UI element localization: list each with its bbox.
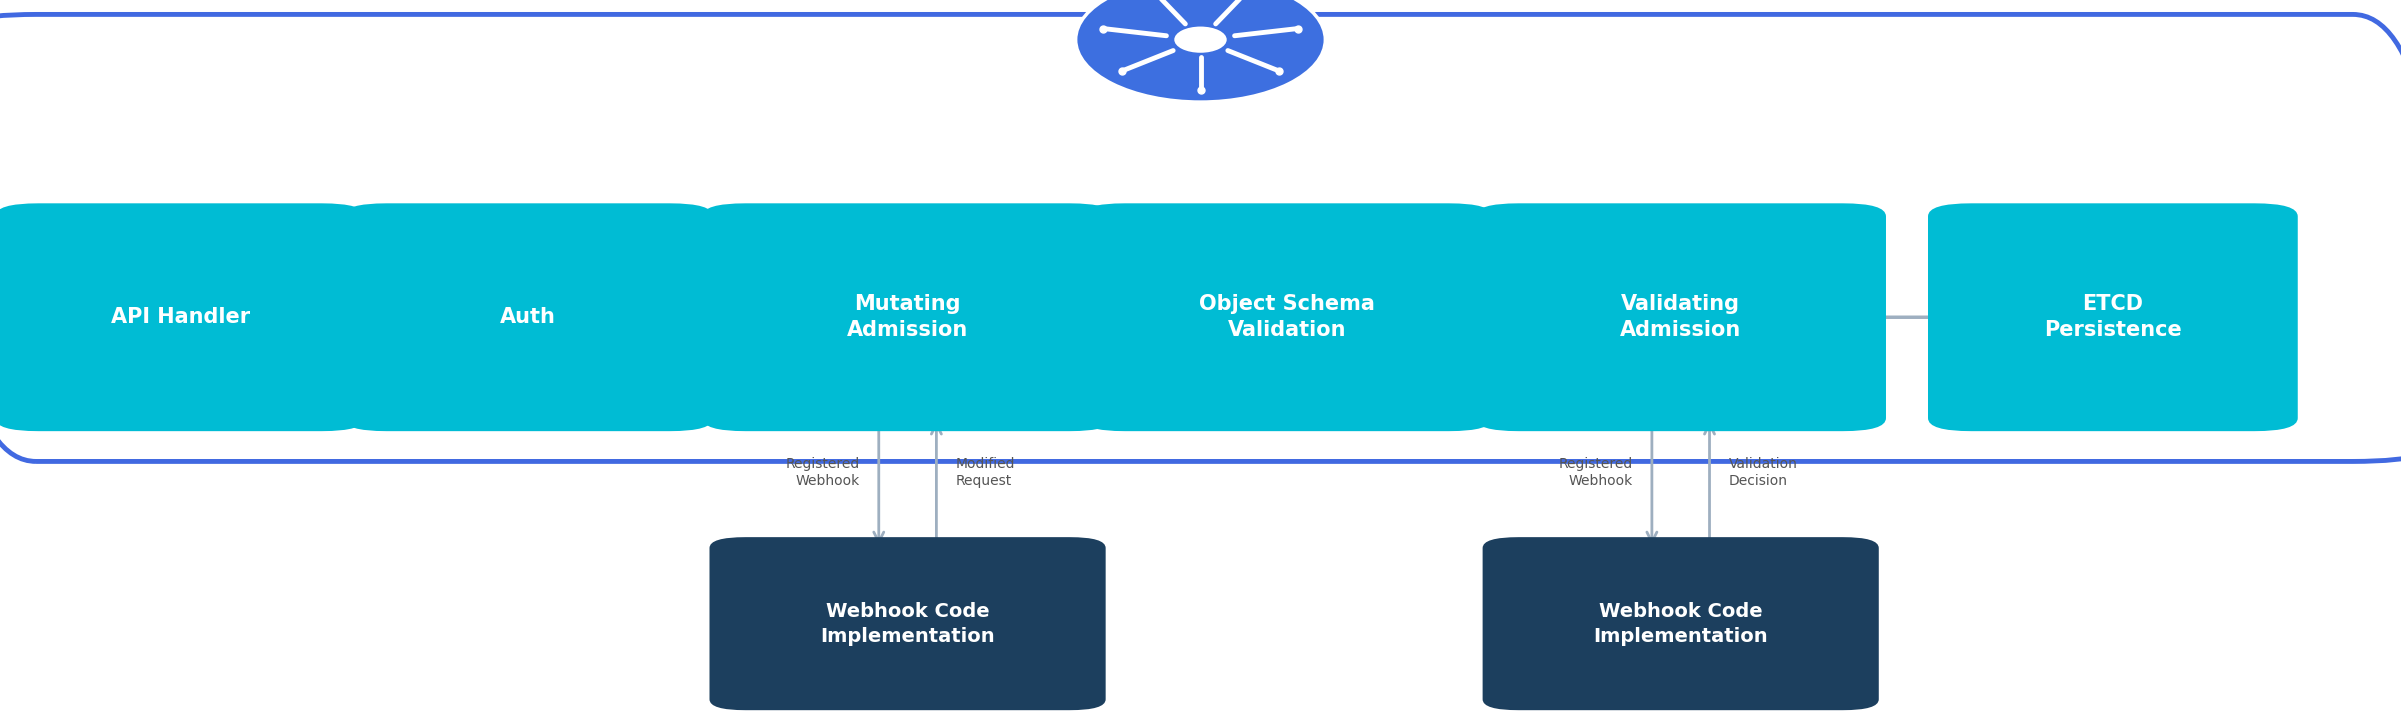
Text: Webhook Code
Implementation: Webhook Code Implementation xyxy=(821,601,994,646)
FancyBboxPatch shape xyxy=(701,203,1114,431)
Ellipse shape xyxy=(1076,0,1325,102)
Text: Validating
Admission: Validating Admission xyxy=(1621,294,1741,340)
FancyBboxPatch shape xyxy=(343,203,713,431)
Text: Registered
Webhook: Registered Webhook xyxy=(785,456,860,488)
Text: Webhook Code
Implementation: Webhook Code Implementation xyxy=(1594,601,1767,646)
Text: Mutating
Admission: Mutating Admission xyxy=(848,294,968,340)
Text: ETCD
Persistence: ETCD Persistence xyxy=(2043,294,2183,340)
Text: Modified
Request: Modified Request xyxy=(956,456,1016,488)
Ellipse shape xyxy=(1174,27,1227,53)
Text: Object Schema
Validation: Object Schema Validation xyxy=(1198,294,1376,340)
FancyBboxPatch shape xyxy=(1080,203,1493,431)
Text: Registered
Webhook: Registered Webhook xyxy=(1558,456,1633,488)
FancyBboxPatch shape xyxy=(1474,203,1887,431)
FancyBboxPatch shape xyxy=(1928,203,2298,431)
FancyBboxPatch shape xyxy=(711,537,1104,710)
Text: Auth: Auth xyxy=(499,307,557,327)
FancyBboxPatch shape xyxy=(1481,537,1880,710)
Text: API Handler: API Handler xyxy=(110,307,250,327)
Text: Validation
Decision: Validation Decision xyxy=(1729,456,1798,488)
FancyBboxPatch shape xyxy=(0,203,365,431)
